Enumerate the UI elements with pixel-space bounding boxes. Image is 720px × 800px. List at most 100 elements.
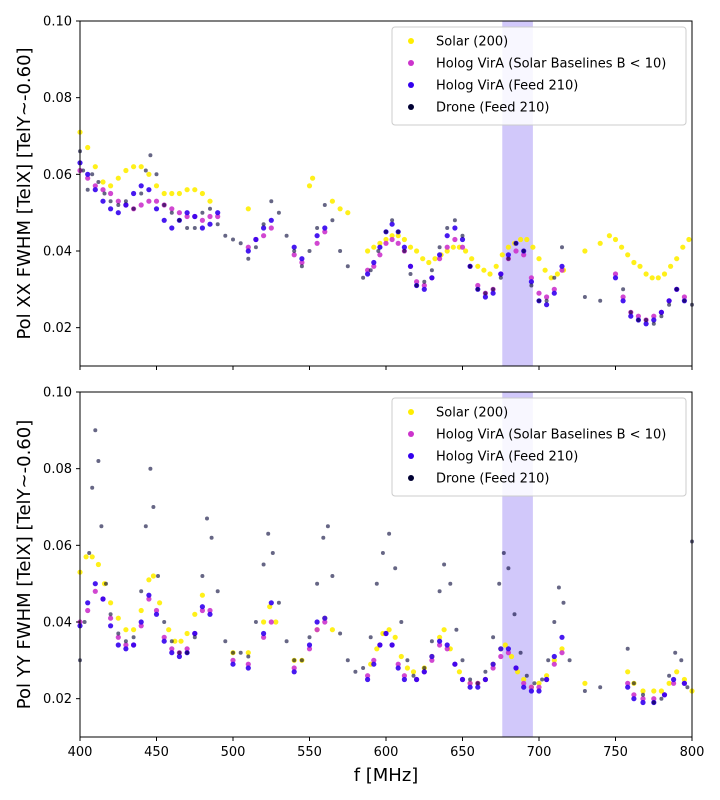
data-point — [108, 190, 114, 197]
data-point — [606, 233, 613, 239]
data-point — [666, 680, 672, 686]
data-point — [153, 611, 160, 617]
data-point — [166, 627, 172, 633]
data-point — [598, 298, 603, 303]
data-point — [420, 256, 426, 262]
data-point — [671, 676, 677, 683]
data-point — [246, 654, 251, 659]
data-point — [138, 183, 144, 189]
series-3 — [78, 149, 694, 326]
data-point — [396, 229, 401, 234]
data-point — [389, 642, 395, 648]
data-point — [395, 665, 401, 671]
data-point — [551, 661, 557, 667]
data-point — [528, 684, 535, 690]
data-point — [536, 256, 542, 262]
data-point — [426, 259, 432, 266]
data-point — [176, 190, 182, 197]
data-point — [148, 466, 153, 471]
data-point — [115, 175, 121, 181]
data-point — [162, 620, 167, 624]
data-point — [377, 252, 383, 258]
data-point — [469, 256, 475, 262]
data-point — [380, 551, 385, 555]
data-point — [148, 153, 153, 158]
data-point — [475, 282, 481, 289]
data-point — [631, 692, 637, 698]
data-point — [153, 183, 160, 189]
data-point — [637, 263, 643, 269]
legend: Solar (200) Holog VirA (Solar Baselines B… — [391, 26, 687, 126]
data-point — [115, 198, 121, 204]
data-point — [246, 256, 251, 261]
data-point — [139, 589, 144, 594]
data-point — [536, 680, 542, 686]
data-point — [635, 313, 642, 319]
data-point — [81, 168, 86, 173]
data-point — [299, 256, 305, 262]
data-point — [444, 642, 450, 648]
x-tick-label: 500 — [221, 745, 246, 760]
data-point — [546, 658, 551, 663]
data-point — [491, 287, 496, 292]
data-point — [393, 566, 398, 571]
data-point — [559, 646, 565, 652]
data-point — [383, 630, 389, 637]
data-point — [321, 535, 326, 540]
data-point — [631, 696, 637, 702]
data-point — [505, 646, 511, 652]
data-point — [223, 233, 228, 238]
data-point — [414, 676, 420, 683]
legend-label: Drone (Feed 210) — [436, 101, 550, 116]
data-point — [463, 248, 469, 254]
data-point — [552, 620, 557, 624]
data-point — [468, 264, 473, 269]
data-point — [437, 256, 443, 262]
data-point — [299, 658, 304, 663]
data-point — [90, 172, 95, 177]
data-point — [410, 669, 417, 675]
data-point — [612, 271, 619, 277]
data-point — [540, 677, 545, 682]
data-point — [100, 198, 106, 204]
data-point — [365, 267, 371, 273]
data-point — [92, 187, 98, 193]
data-point — [452, 218, 457, 223]
data-point — [554, 271, 561, 277]
legend-marker — [408, 104, 414, 110]
data-point — [444, 233, 450, 239]
data-point — [177, 218, 182, 223]
data-point — [314, 619, 320, 625]
data-point — [138, 202, 144, 208]
data-point — [96, 459, 101, 463]
data-point — [102, 191, 107, 196]
data-point — [123, 167, 129, 174]
data-point — [184, 630, 190, 637]
data-point — [100, 179, 106, 185]
data-point — [528, 279, 535, 285]
data-point — [157, 600, 163, 606]
data-point — [314, 240, 320, 246]
data-point — [625, 669, 631, 675]
data-point — [184, 210, 190, 216]
data-point — [245, 661, 251, 667]
data-point — [261, 619, 267, 625]
data-point — [460, 233, 465, 238]
data-point — [636, 318, 641, 322]
data-point — [661, 692, 668, 698]
data-point — [215, 222, 220, 227]
data-point — [146, 596, 152, 602]
data-point — [651, 313, 657, 319]
data-point — [92, 164, 98, 170]
data-point — [131, 642, 137, 648]
legend-label: Holog VirA (Solar Baselines B < 10) — [436, 57, 666, 72]
data-point — [209, 535, 214, 540]
data-point — [161, 638, 167, 644]
data-point — [169, 225, 175, 231]
data-point — [138, 623, 144, 629]
data-point — [521, 249, 526, 253]
data-point — [338, 249, 343, 253]
data-point — [230, 657, 236, 663]
data-point — [619, 244, 625, 250]
data-point — [429, 639, 434, 644]
